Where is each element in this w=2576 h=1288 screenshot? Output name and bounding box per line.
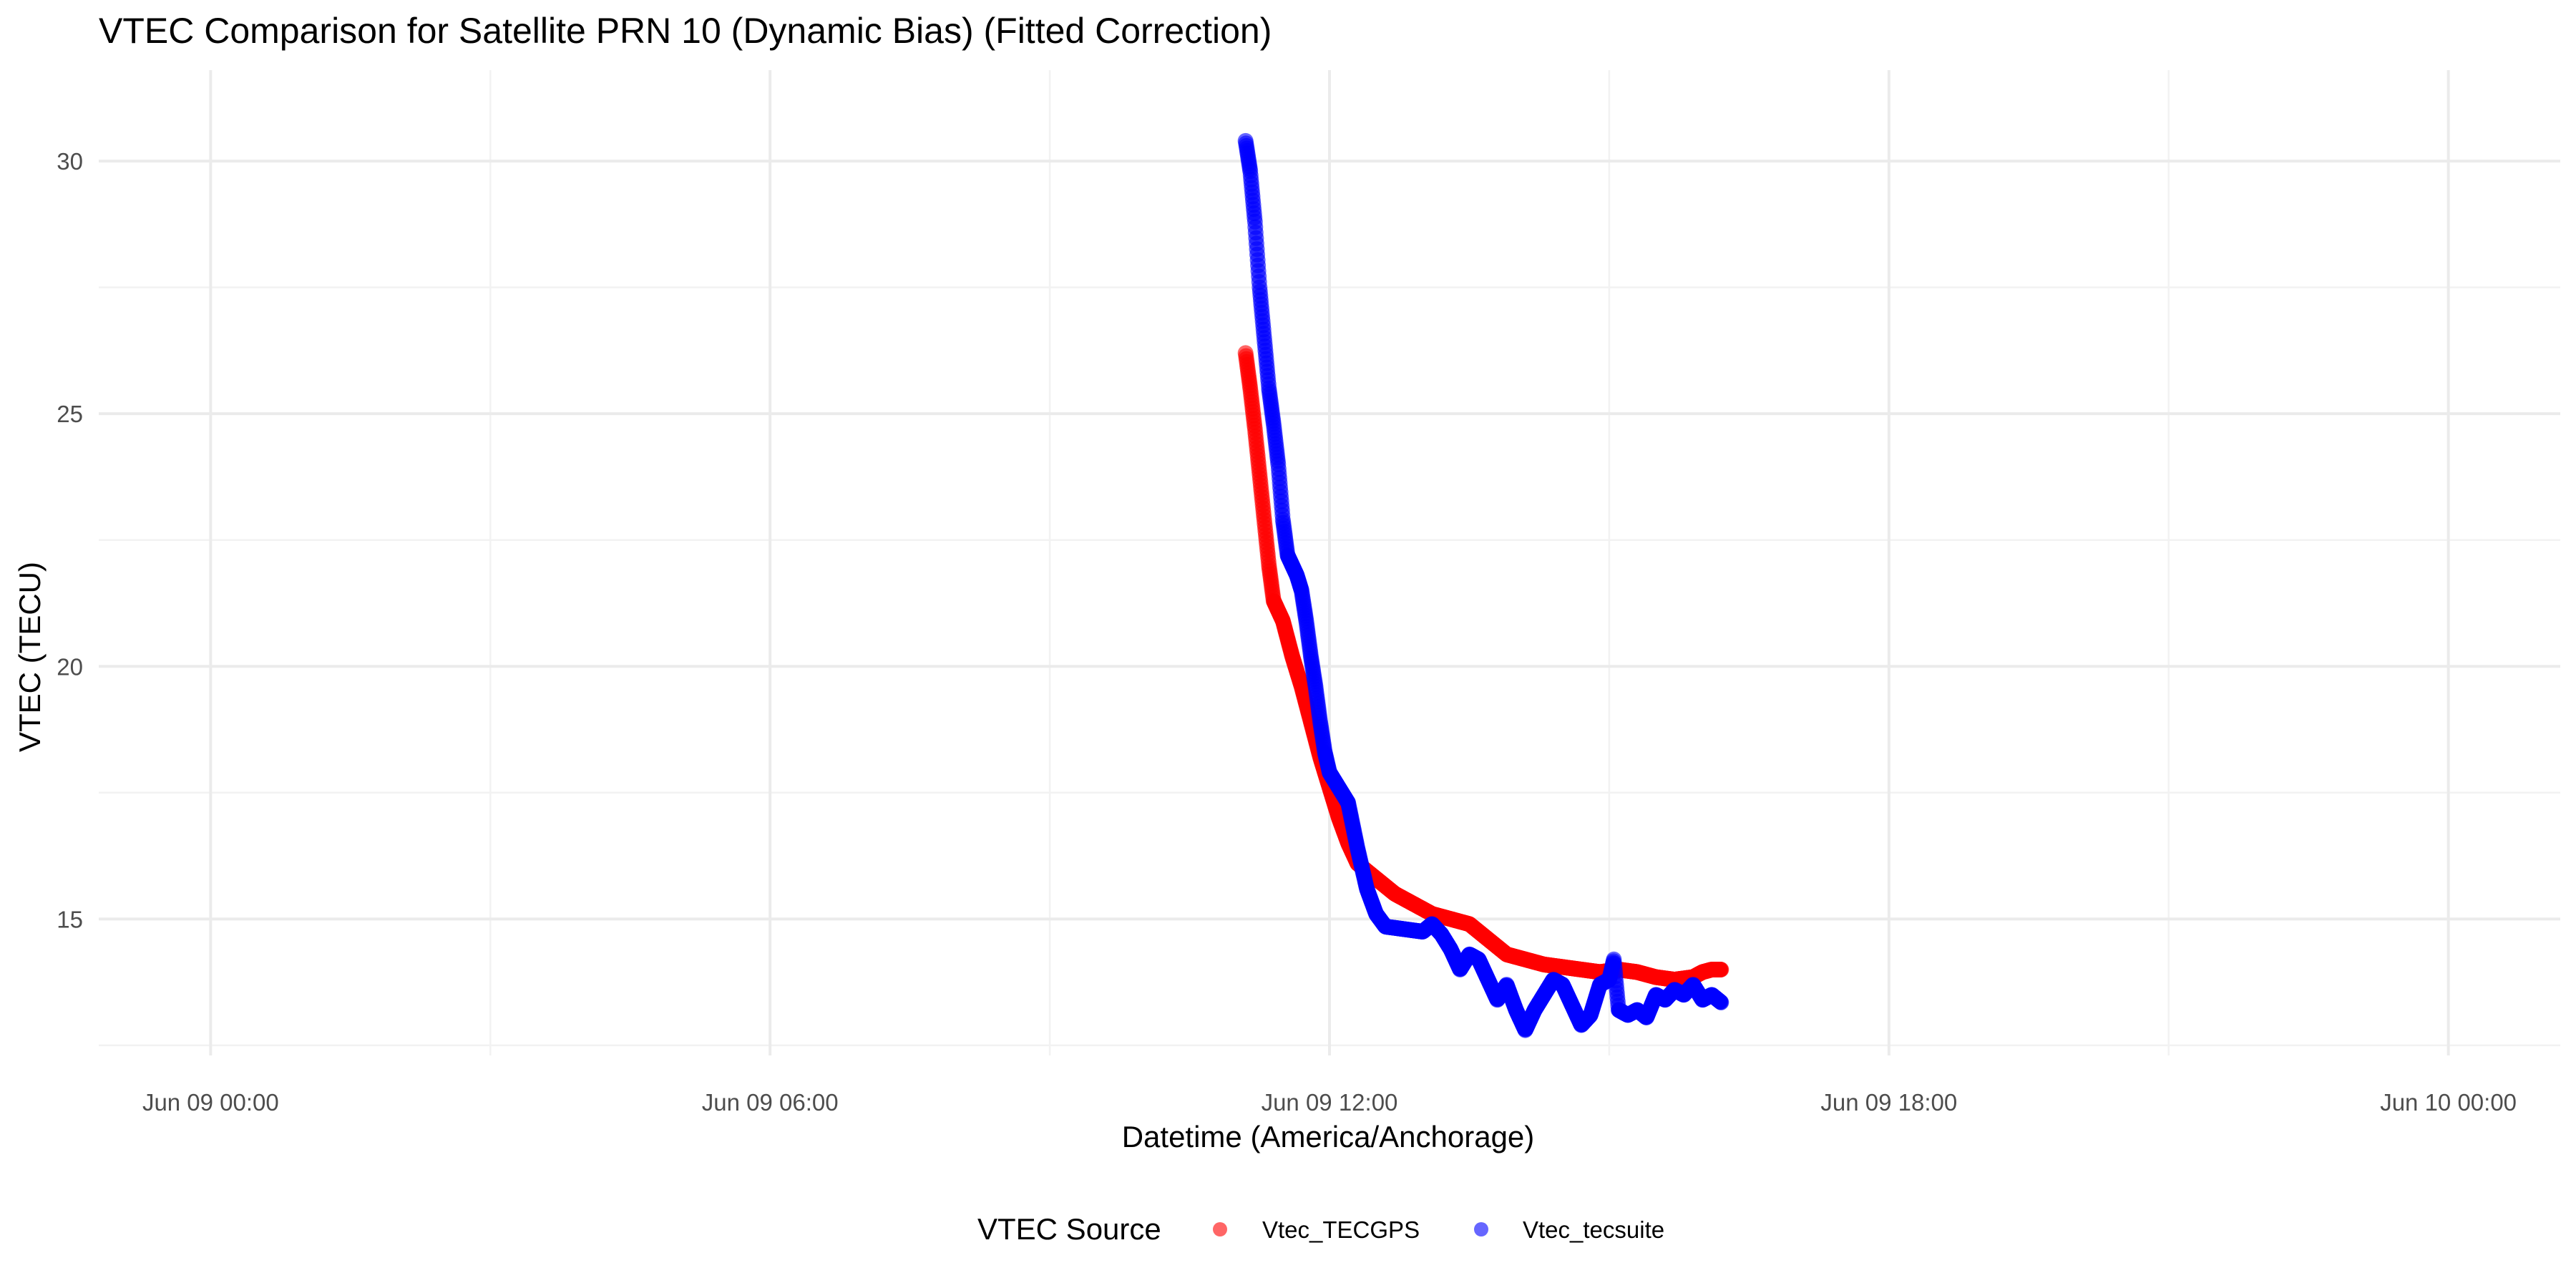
y-axis-title: VTEC (TECU) [13,562,47,752]
data-point [1713,962,1729,977]
legend: VTEC Source Vtec_TECGPS Vtec_tecsuite [977,1212,1664,1246]
series-layer [1237,132,1729,1038]
series-vtec-tecgps [1237,345,1729,988]
series-vtec-tecsuite [1237,132,1729,1038]
y-tick-label: 30 [57,148,83,175]
y-tick-label: 20 [57,653,83,680]
legend-title: VTEC Source [977,1212,1161,1246]
x-tick-label: Jun 09 06:00 [702,1089,839,1116]
y-axis-ticks: 15 20 25 30 [57,148,83,932]
x-axis-ticks: Jun 09 00:00 Jun 09 06:00 Jun 09 12:00 Jun … [142,1089,2517,1116]
data-point [1713,994,1729,1010]
x-tick-label: Jun 09 12:00 [1262,1089,1398,1116]
legend-label-vtec-tecgps: Vtec_TECGPS [1262,1216,1420,1243]
x-tick-label: Jun 09 18:00 [1820,1089,1957,1116]
legend-key-vtec-tecsuite [1474,1222,1488,1236]
x-tick-label: Jun 09 00:00 [142,1089,279,1116]
x-tick-label: Jun 10 00:00 [2380,1089,2517,1116]
legend-label-vtec-tecsuite: Vtec_tecsuite [1523,1216,1664,1243]
x-axis-title: Datetime (America/Anchorage) [1122,1120,1535,1153]
chart-title: VTEC Comparison for Satellite PRN 10 (Dy… [99,11,1272,51]
y-tick-label: 15 [57,906,83,932]
y-tick-label: 25 [57,401,83,427]
legend-key-vtec-tecgps [1213,1222,1227,1236]
grid-layer [99,70,2560,1055]
